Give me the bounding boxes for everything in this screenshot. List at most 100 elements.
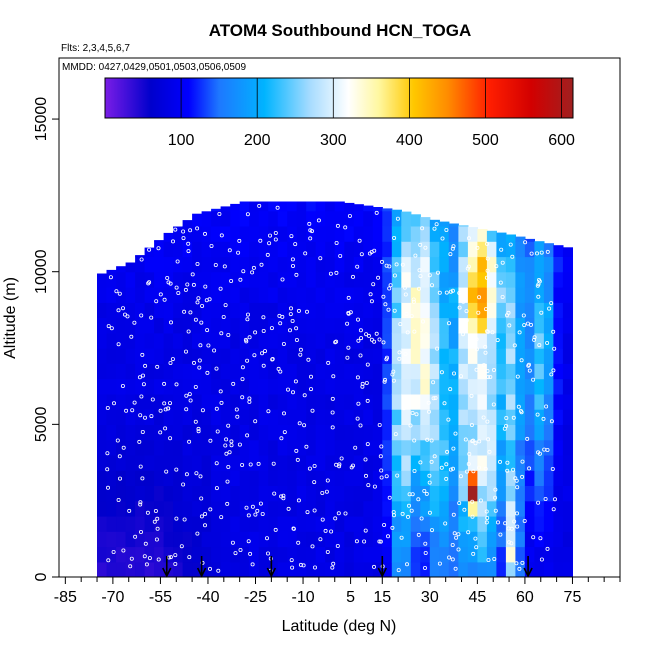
field-cell (524, 363, 535, 380)
sample-point (307, 466, 312, 471)
field-cell (382, 210, 393, 227)
field-cell (182, 220, 193, 227)
sample-point (439, 370, 444, 375)
field-cell (277, 271, 288, 288)
field-cell (325, 271, 336, 288)
field-cell (192, 454, 203, 471)
field-cell (239, 439, 250, 456)
field-cell (220, 409, 231, 425)
sample-point (460, 332, 465, 337)
sample-point (296, 308, 301, 313)
sample-point (515, 524, 520, 529)
field-cell (258, 424, 269, 441)
sample-point (162, 297, 167, 302)
sample-point (175, 259, 180, 264)
sample-point (427, 473, 432, 478)
field-cell (401, 546, 412, 563)
sample-point (293, 242, 298, 247)
sample-point (265, 551, 270, 556)
field-cell (296, 470, 307, 486)
sample-point (288, 312, 293, 317)
field-cell (192, 302, 203, 319)
sample-point (404, 311, 409, 316)
field-cell (562, 500, 573, 517)
field-cell (239, 409, 250, 425)
sample-point (226, 423, 231, 428)
field-cell (458, 515, 469, 532)
field-cell (277, 332, 288, 349)
field-cell (325, 409, 336, 425)
field-cell (553, 424, 564, 441)
field-cell (268, 210, 279, 227)
field-cell (306, 302, 317, 319)
field-cell (268, 201, 279, 212)
sample-point (418, 274, 423, 279)
sample-point (197, 365, 202, 370)
field-cell (239, 201, 250, 212)
field-cell (515, 531, 526, 548)
field-cell (401, 409, 412, 425)
field-cell (344, 225, 355, 242)
field-cell (97, 378, 108, 395)
field-cell (249, 241, 260, 258)
sample-point (191, 282, 196, 287)
sample-point (445, 449, 450, 454)
sample-point (469, 393, 474, 398)
field-cell (144, 247, 155, 258)
field-cell (135, 515, 146, 532)
sample-point (395, 216, 400, 221)
sample-point (494, 264, 499, 269)
field-cell (154, 409, 165, 425)
sample-point (410, 492, 415, 497)
field-cell (258, 241, 269, 258)
sample-point (106, 485, 111, 490)
sample-point (202, 231, 207, 236)
field-cell (429, 287, 440, 303)
sample-point (551, 507, 556, 512)
field-cell (429, 363, 440, 380)
field-cell (505, 378, 516, 395)
sample-point (553, 497, 558, 502)
field-cell (477, 485, 488, 502)
sample-point (491, 367, 496, 372)
field-cell (363, 348, 374, 364)
field-cell (249, 485, 260, 502)
field-cell (562, 515, 573, 532)
sample-point (443, 521, 448, 526)
field-cell (173, 500, 184, 517)
sample-point (323, 528, 328, 533)
field-cell (429, 485, 440, 502)
field-cell (306, 210, 317, 227)
sample-point (230, 540, 235, 545)
sample-point (427, 510, 432, 515)
field-cell (334, 393, 345, 410)
field-cell (505, 256, 516, 273)
field-cell (163, 363, 174, 380)
sample-point (186, 241, 191, 246)
sample-point (253, 330, 258, 335)
field-cell (258, 546, 269, 563)
field-cell (230, 210, 241, 227)
field-cell (562, 247, 573, 258)
field-cell (154, 485, 165, 502)
field-cell (391, 500, 402, 517)
colorbar-tick-label: 400 (396, 132, 423, 149)
sample-point (463, 437, 468, 442)
field-cell (106, 515, 117, 532)
field-cell (477, 348, 488, 364)
sample-point (121, 445, 126, 450)
field-cell (467, 332, 478, 349)
field-cell (353, 470, 364, 486)
field-cell (135, 500, 146, 517)
sample-point (484, 275, 489, 280)
field-cell (334, 439, 345, 456)
field-cell (239, 515, 250, 532)
sample-point (411, 299, 416, 304)
field-cell (486, 454, 497, 471)
field-cell (429, 561, 440, 577)
field-cell (192, 561, 203, 577)
field-cell (277, 454, 288, 471)
sample-point (334, 270, 339, 275)
field-cell (410, 409, 421, 425)
field-cell (553, 332, 564, 349)
